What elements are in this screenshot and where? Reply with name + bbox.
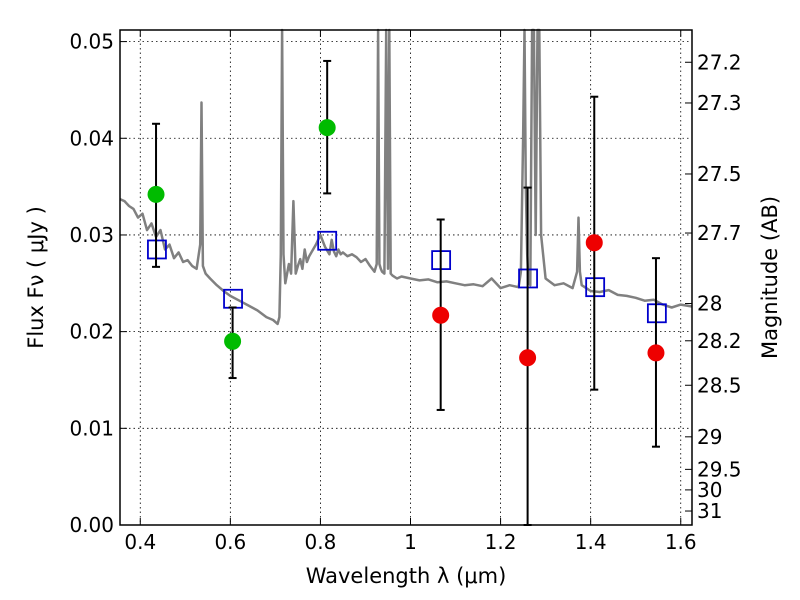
- x-axis-label: Wavelength λ (μm): [306, 564, 507, 588]
- right-axis-label: Magnitude (AB): [758, 196, 782, 359]
- mag-tick-label: 31: [697, 499, 722, 523]
- x-tick-label: 0.4: [124, 530, 156, 554]
- x-tick-label: 1.2: [485, 530, 517, 554]
- observed-points: [147, 119, 665, 367]
- mag-tick-label: 27.3: [697, 91, 742, 115]
- mag-tick-label: 28: [697, 292, 722, 316]
- y-tick-label: 0.00: [69, 513, 114, 537]
- mag-tick-label: 29: [697, 425, 722, 449]
- mag-tick-label: 29.5: [697, 457, 742, 481]
- x-tick-label: 1.6: [665, 530, 697, 554]
- x-tick-label: 1.4: [575, 530, 607, 554]
- y-tick-label: 0.03: [69, 223, 114, 247]
- observed-point-red: [432, 306, 450, 324]
- observed-point-green: [224, 332, 242, 350]
- observed-point-red: [585, 234, 603, 252]
- spectrum-series: [119, 28, 693, 326]
- y-tick-label: 0.01: [69, 416, 114, 440]
- model-point: [317, 230, 338, 251]
- grid: [120, 30, 692, 526]
- axis-ticks: 0.4 0.6 0.8 1 1.2 1.4 1.6 0.00 0.01 0.02 0.03 0.04 0…: [69, 30, 741, 554]
- x-tick-label: 0.8: [305, 530, 337, 554]
- observed-point-green: [318, 119, 336, 137]
- mag-tick-label: 28.2: [697, 329, 742, 353]
- observed-point-red: [519, 349, 537, 367]
- y-axis-label: Flux Fν ( μJy ): [24, 206, 48, 349]
- plot-frame: [119, 29, 693, 526]
- mag-tick-label: 27.2: [697, 50, 742, 74]
- mag-tick-label: 27.5: [697, 162, 742, 186]
- y-tick-label: 0.04: [69, 126, 114, 150]
- x-tick-label: 0.6: [214, 530, 246, 554]
- y-tick-label: 0.02: [69, 320, 114, 344]
- mag-tick-label: 28.5: [697, 373, 742, 397]
- x-tick-label: 1: [404, 530, 417, 554]
- mag-tick-label: 30: [697, 478, 722, 502]
- observed-point-green: [147, 185, 165, 203]
- observed-point-red: [647, 344, 665, 362]
- y-tick-label: 0.05: [69, 30, 114, 54]
- mag-tick-label: 27.7: [697, 221, 742, 245]
- spectrum-line: [119, 28, 693, 326]
